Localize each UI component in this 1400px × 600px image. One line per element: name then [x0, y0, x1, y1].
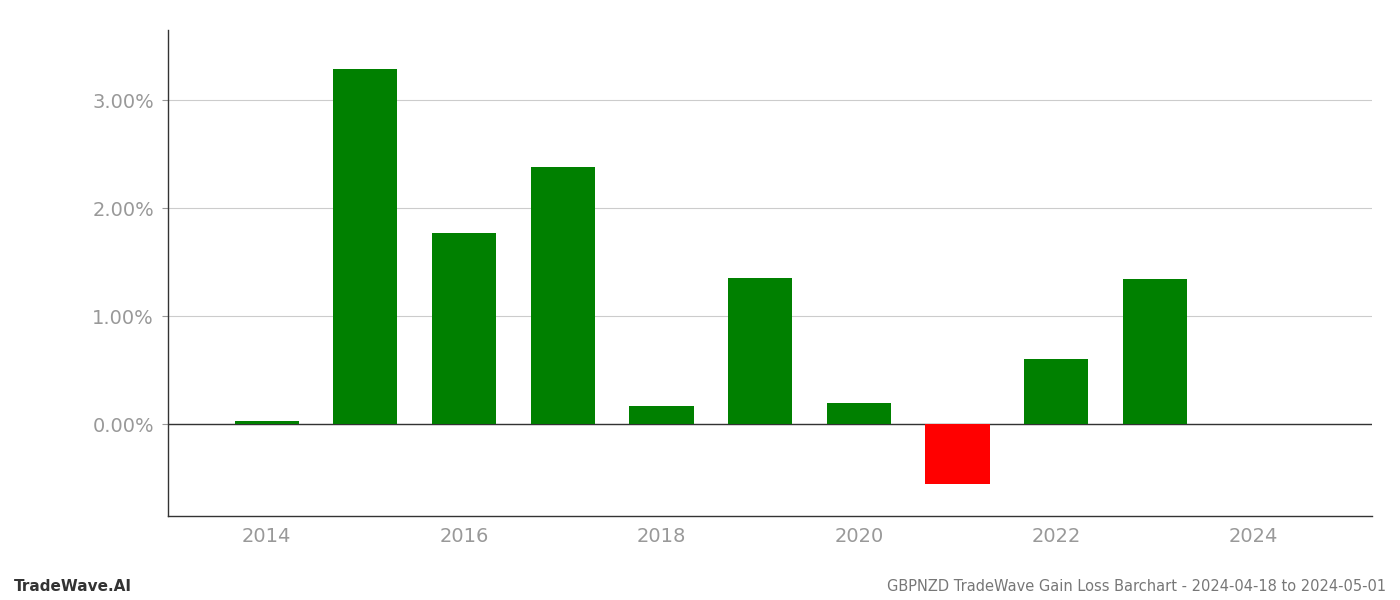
Bar	[1025, 359, 1088, 424]
Bar	[1123, 280, 1187, 424]
Bar	[235, 421, 298, 424]
Bar	[531, 167, 595, 424]
Bar	[827, 403, 890, 424]
Bar	[433, 233, 496, 424]
Bar	[728, 278, 792, 424]
Bar	[630, 406, 693, 424]
Text: TradeWave.AI: TradeWave.AI	[14, 579, 132, 594]
Bar	[925, 424, 990, 484]
Bar	[333, 69, 398, 424]
Text: GBPNZD TradeWave Gain Loss Barchart - 2024-04-18 to 2024-05-01: GBPNZD TradeWave Gain Loss Barchart - 20…	[886, 579, 1386, 594]
